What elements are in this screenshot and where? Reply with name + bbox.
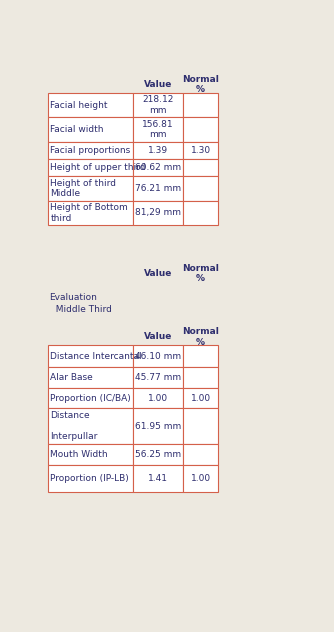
Bar xyxy=(133,159,183,176)
Text: 60.62 mm: 60.62 mm xyxy=(135,163,181,172)
Text: 45.77 mm: 45.77 mm xyxy=(135,373,181,382)
Bar xyxy=(48,367,133,389)
Bar xyxy=(48,465,133,492)
Text: Value: Value xyxy=(144,80,172,89)
Text: Normal
%: Normal % xyxy=(182,75,219,94)
Bar xyxy=(48,142,133,159)
Text: 56.25 mm: 56.25 mm xyxy=(135,450,181,459)
Bar xyxy=(48,118,133,142)
Text: 156.81
mm: 156.81 mm xyxy=(142,120,174,140)
Text: Value: Value xyxy=(144,269,172,278)
Text: 1.00: 1.00 xyxy=(190,474,211,483)
Text: Proportion (IP-LB): Proportion (IP-LB) xyxy=(50,474,129,483)
Text: Facial width: Facial width xyxy=(50,125,104,134)
Text: Height of third
Middle: Height of third Middle xyxy=(50,179,116,198)
Text: Normal
%: Normal % xyxy=(182,327,219,346)
Bar xyxy=(133,465,183,492)
Text: Value: Value xyxy=(144,332,172,341)
Text: Mouth Width: Mouth Width xyxy=(50,450,108,459)
Bar xyxy=(133,176,183,200)
Text: Proportion (IC/BA): Proportion (IC/BA) xyxy=(50,394,131,403)
Text: 218.12
mm: 218.12 mm xyxy=(142,95,174,115)
Bar xyxy=(183,345,218,367)
Text: 1.00: 1.00 xyxy=(148,394,168,403)
Bar xyxy=(183,93,218,118)
Bar xyxy=(183,408,218,444)
Bar xyxy=(183,389,218,408)
Bar xyxy=(183,465,218,492)
Bar xyxy=(133,389,183,408)
Text: Height of upper third: Height of upper third xyxy=(50,163,146,172)
Bar xyxy=(48,389,133,408)
Text: Height of Bottom
third: Height of Bottom third xyxy=(50,204,128,222)
Bar xyxy=(133,345,183,367)
Text: 1.41: 1.41 xyxy=(148,474,168,483)
Text: 81,29 mm: 81,29 mm xyxy=(135,209,181,217)
Text: 1.39: 1.39 xyxy=(148,146,168,155)
Bar xyxy=(48,159,133,176)
Bar xyxy=(133,142,183,159)
Bar xyxy=(133,408,183,444)
Bar xyxy=(48,345,133,367)
Bar xyxy=(183,444,218,465)
Bar xyxy=(183,200,218,225)
Bar xyxy=(48,200,133,225)
Bar xyxy=(133,444,183,465)
Bar xyxy=(48,93,133,118)
Bar xyxy=(183,367,218,389)
Text: Distance Intercantal: Distance Intercantal xyxy=(50,351,142,361)
Text: Evaluation
  Middle Third: Evaluation Middle Third xyxy=(49,293,111,313)
Text: Facial height: Facial height xyxy=(50,100,108,109)
Bar xyxy=(133,118,183,142)
Text: 46.10 mm: 46.10 mm xyxy=(135,351,181,361)
Bar xyxy=(183,176,218,200)
Bar xyxy=(183,118,218,142)
Text: 76.21 mm: 76.21 mm xyxy=(135,184,181,193)
Bar xyxy=(48,408,133,444)
Bar xyxy=(183,159,218,176)
Text: Distance

Interpullar: Distance Interpullar xyxy=(50,411,98,441)
Bar xyxy=(133,367,183,389)
Text: Normal
%: Normal % xyxy=(182,264,219,283)
Text: Alar Base: Alar Base xyxy=(50,373,93,382)
Text: 1.00: 1.00 xyxy=(190,394,211,403)
Bar xyxy=(133,93,183,118)
Bar xyxy=(133,200,183,225)
Text: 1.30: 1.30 xyxy=(190,146,211,155)
Text: 61.95 mm: 61.95 mm xyxy=(135,422,181,430)
Bar xyxy=(48,444,133,465)
Bar xyxy=(183,142,218,159)
Bar xyxy=(48,176,133,200)
Text: Facial proportions: Facial proportions xyxy=(50,146,131,155)
